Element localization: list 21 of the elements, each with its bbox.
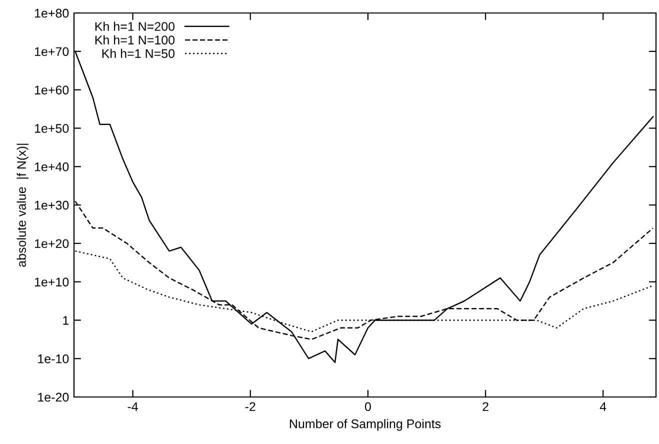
y-tick-label: 1e+10 xyxy=(34,278,69,286)
y-tick-label: 1e+80 xyxy=(34,8,69,18)
legend-label: Kh h=1 N=50 xyxy=(102,48,175,58)
x-tick-label: 0 xyxy=(364,402,371,412)
y-tick-label: 1e+40 xyxy=(34,162,69,172)
y-tick-label: 1e+60 xyxy=(34,86,69,94)
y-tick-label: 1e+20 xyxy=(34,239,69,248)
x-tick-label: -2 xyxy=(245,402,256,411)
x-tick-label: -4 xyxy=(128,402,138,411)
y-tick-label: 1e+30 xyxy=(34,200,69,210)
y-tick-label: 1e+70 xyxy=(34,47,69,56)
legend-label: Kh h=1 N=200 xyxy=(95,22,175,31)
legend-label: Kh h=1 N=100 xyxy=(95,35,175,44)
y-tick-label: 1e+50 xyxy=(34,124,69,133)
y-tick-label: 1 xyxy=(63,316,69,325)
y-tick-label: 1e-20 xyxy=(38,392,69,402)
x-axis-title: Number of Sampling Points xyxy=(290,419,441,431)
x-tick-label: 4 xyxy=(600,402,606,411)
x-tick-label: 2 xyxy=(482,402,488,411)
y-axis-title: absolute value |f N(x)| xyxy=(16,144,28,267)
y-tick-label: 1e-10 xyxy=(38,354,69,364)
